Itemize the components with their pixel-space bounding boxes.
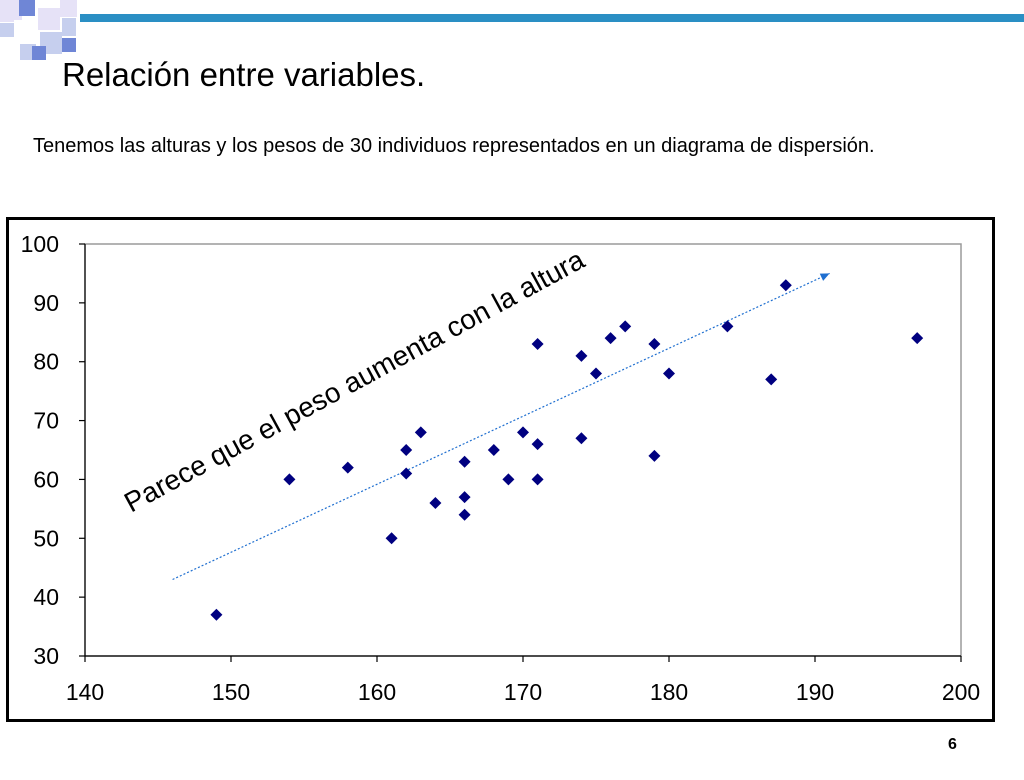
decorative-square: [60, 0, 77, 17]
data-point: [531, 438, 544, 451]
data-point: [517, 426, 529, 439]
scatter-chart: 30 40 50 60 70 80 90 100 140 150 160 170 180 190 200 Pa…: [21, 231, 981, 705]
x-tick-label: 150: [212, 679, 250, 705]
header-rule: [80, 14, 1024, 22]
decorative-square: [19, 0, 35, 16]
data-point: [575, 349, 588, 362]
data-point: [400, 444, 413, 456]
decorative-square: [0, 23, 14, 37]
data-point: [575, 432, 588, 445]
x-tick-label: 170: [504, 679, 542, 705]
slide-title: Relación entre variables.: [62, 56, 426, 93]
y-tick-label: 60: [33, 466, 59, 492]
y-tick-label: 70: [33, 408, 59, 434]
x-tick-label: 200: [942, 679, 980, 705]
data-point: [590, 367, 602, 380]
data-point: [648, 449, 661, 462]
y-tick-label: 50: [33, 525, 59, 551]
chart-frame: 30 40 50 60 70 80 90 100 140 150 160 170 180 190 200 Pa…: [6, 217, 995, 722]
trend-arrow-head: [819, 273, 830, 281]
data-point: [458, 455, 471, 468]
data-point: [604, 332, 617, 345]
data-point: [779, 279, 792, 292]
decorative-square: [62, 18, 76, 36]
decorative-square: [14, 20, 36, 42]
decorative-square: [38, 8, 60, 30]
data-point: [911, 332, 924, 345]
data-point: [487, 444, 500, 456]
trend-arrow-line: [172, 272, 830, 581]
data-point: [210, 608, 223, 621]
y-tick-label: 80: [33, 349, 59, 375]
data-point: [341, 461, 354, 474]
data-point: [385, 532, 398, 545]
data-point: [765, 373, 778, 386]
data-point: [458, 508, 471, 521]
page-number: 6: [948, 736, 957, 753]
data-point: [721, 320, 734, 333]
decorative-square: [62, 38, 76, 52]
x-tick-label: 160: [358, 679, 396, 705]
x-tick-label: 190: [796, 679, 834, 705]
data-point: [648, 338, 661, 351]
y-tick-label: 100: [21, 231, 59, 257]
data-point: [663, 367, 675, 380]
annotation-text: Parece que el peso aumenta con la altura: [119, 243, 590, 518]
decorative-square: [0, 0, 22, 22]
x-tick-label: 180: [650, 679, 688, 705]
y-tick-label: 30: [33, 643, 59, 669]
y-tick-label: 40: [33, 584, 59, 610]
data-point: [531, 338, 544, 351]
data-point: [458, 491, 471, 504]
data-point: [619, 320, 632, 333]
decorative-square: [32, 46, 46, 60]
data-point: [531, 473, 544, 486]
data-point: [502, 473, 515, 486]
data-point: [414, 426, 427, 439]
data-point: [429, 496, 442, 509]
x-tick-label: 140: [66, 679, 104, 705]
slide-subtitle: Tenemos las alturas y los pesos de 30 in…: [33, 135, 875, 157]
y-tick-label: 90: [33, 290, 59, 316]
data-point: [400, 467, 413, 480]
data-point: [283, 473, 296, 486]
